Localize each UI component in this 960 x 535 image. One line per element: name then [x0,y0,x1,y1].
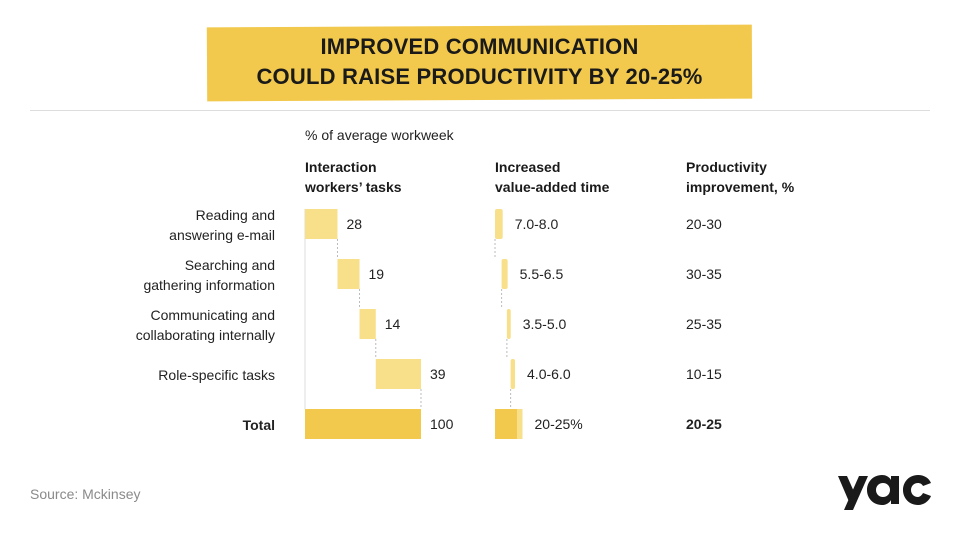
row-label-communicating-line-1: Communicating and [150,307,275,323]
value-added-bar-2 [506,309,511,339]
productivity-searching: 30-35 [686,266,722,282]
row-label-searching-line-2: gathering information [143,277,275,293]
row-label-role-specific: Role-specific tasks [158,367,275,383]
row-label-total: Total [242,417,275,433]
value-added-bar-1 [501,259,508,289]
interaction-bar-2 [359,309,376,339]
productivity-communicating: 25-35 [686,316,722,332]
column-header-interaction-line-2: workers’ tasks [305,179,402,195]
value-added-bar-range-4 [517,409,523,439]
interaction-value-label-4: 100 [430,416,454,432]
interaction-value-label-2: 14 [385,316,401,332]
row-label-email-line-1: Reading and [195,207,275,223]
interaction-bar-4 [305,409,421,439]
interaction-value-label-1: 19 [369,266,385,282]
value-added-bar-3 [510,359,516,389]
interaction-bar-1 [337,259,360,289]
value-added-bar-0 [495,209,503,239]
chart-title-line-2: COULD RAISE PRODUCTIVITY BY 20-25% [256,64,703,89]
divider [30,110,930,111]
row-label-searching-line-1: Searching and [184,257,275,273]
column-header-value-added: Increased value-added time [495,157,609,197]
interaction-value-label-3: 39 [430,366,446,382]
row-label-email-line-2: answering e-mail [169,227,275,243]
interaction-value-label-0: 28 [346,216,362,232]
chart-subtitle: % of average workweek [305,127,454,143]
source-note: Source: Mckinsey [30,486,141,502]
row-label-searching: Searching and gathering information [35,255,275,295]
interaction-bar-0 [305,209,338,239]
column-header-productivity-line-1: Productivity [686,159,767,175]
productivity-total: 20-25 [686,416,722,432]
value-added-label-0: 7.0-8.0 [515,216,559,232]
column-header-interaction-line-1: Interaction [305,159,377,175]
value-added-bar-4 [495,409,517,439]
row-label-communicating-line-2: collaborating internally [135,327,275,343]
column-header-value-line-2: value-added time [495,179,610,195]
column-header-value-line-1: Increased [495,159,561,175]
column-header-productivity: Productivity improvement, % [686,157,794,197]
row-label-communicating: Communicating and collaborating internal… [35,305,275,345]
chart-title-line-1: IMPROVED COMMUNICATION [320,34,639,59]
column-header-interaction: Interaction workers’ tasks [305,157,402,197]
value-added-label-2: 3.5-5.0 [523,316,567,332]
value-added-label-3: 4.0-6.0 [527,366,571,382]
productivity-email: 20-30 [686,216,722,232]
interaction-bar-3 [375,359,421,389]
value-added-label-4: 20-25% [535,416,583,432]
value-added-label-1: 5.5-6.5 [520,266,564,282]
row-label-email: Reading and answering e-mail [35,205,275,245]
productivity-role-specific: 10-15 [686,366,722,382]
yac-logo [838,475,931,510]
column-header-productivity-line-2: improvement, % [686,179,795,195]
